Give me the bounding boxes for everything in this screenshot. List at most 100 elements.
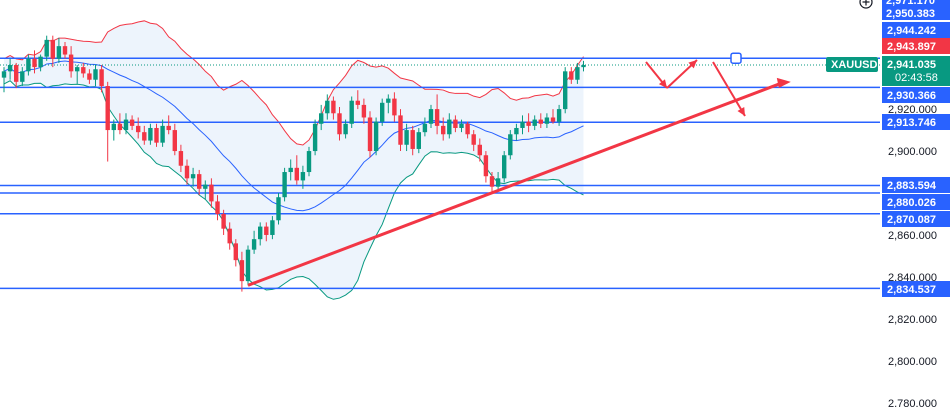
symbol-tag-text: XAUUSD bbox=[831, 59, 878, 71]
band-fill bbox=[4, 20, 584, 300]
candle-body bbox=[514, 127, 519, 135]
price-tag-text: 2,930.366 bbox=[887, 90, 936, 102]
candle-body bbox=[270, 220, 275, 235]
candle-body bbox=[203, 184, 208, 189]
candle-body bbox=[373, 121, 379, 152]
level-tag-partial-text: 2,971.170 bbox=[886, 0, 935, 7]
price-tag bbox=[882, 87, 950, 103]
candle-body bbox=[337, 113, 342, 135]
candle-countdown: 02:43:58 bbox=[895, 72, 938, 84]
band-upper-line bbox=[3, 20, 584, 146]
price-tick-label: 2,800.000 bbox=[888, 356, 937, 368]
candle-body bbox=[123, 119, 129, 131]
candle-body bbox=[7, 65, 13, 72]
price-tag bbox=[882, 194, 950, 210]
candle-body bbox=[233, 243, 238, 261]
candle-body bbox=[563, 71, 568, 110]
candle-body bbox=[62, 46, 68, 55]
candle-body bbox=[508, 134, 513, 156]
candle-body bbox=[410, 130, 415, 149]
candle-body bbox=[392, 98, 397, 116]
candle-body bbox=[434, 109, 440, 126]
symbol-tag[interactable] bbox=[826, 57, 878, 72]
candle-body bbox=[245, 249, 251, 282]
candle-body bbox=[422, 123, 428, 133]
candle-body bbox=[276, 197, 281, 221]
band-middle-line bbox=[3, 60, 584, 212]
handle-square-icon[interactable] bbox=[730, 52, 742, 64]
candle-body bbox=[50, 39, 55, 59]
candle-body bbox=[361, 104, 367, 118]
candle-body bbox=[306, 151, 312, 173]
candle-body bbox=[294, 167, 299, 181]
trend-line[interactable] bbox=[247, 80, 786, 287]
price-tag-text: 2,870.087 bbox=[887, 214, 936, 226]
candle-body bbox=[148, 127, 153, 141]
candle-body bbox=[428, 109, 434, 124]
candle-body bbox=[142, 132, 147, 141]
candle-body bbox=[355, 100, 360, 105]
candle-body bbox=[56, 46, 62, 59]
trend-arrow-head bbox=[776, 77, 791, 88]
candle-body bbox=[502, 155, 507, 179]
candle-body bbox=[398, 115, 403, 145]
candle-body bbox=[75, 67, 80, 72]
candle-body bbox=[288, 167, 293, 173]
price-tag bbox=[882, 281, 950, 297]
price-tag-text: 2,883.594 bbox=[887, 180, 937, 192]
candle-body bbox=[404, 130, 409, 145]
projection-arrow-segment bbox=[712, 61, 746, 117]
candle-body bbox=[532, 119, 537, 126]
candle-body bbox=[495, 178, 501, 187]
candle-body bbox=[575, 67, 580, 80]
candle-body bbox=[489, 176, 495, 187]
candle-body bbox=[556, 109, 562, 122]
projection-arrow-head bbox=[737, 107, 745, 116]
candle-body bbox=[581, 65, 586, 68]
candle-body bbox=[520, 121, 525, 128]
price-tick-label: 2,820.000 bbox=[888, 314, 937, 326]
candle-body bbox=[209, 184, 214, 202]
price-tag-text: 2,943.897 bbox=[887, 41, 936, 53]
candle-body bbox=[26, 58, 31, 72]
candle-body bbox=[544, 117, 550, 124]
candle-body bbox=[117, 123, 123, 131]
candle-body bbox=[331, 100, 336, 114]
price-tag-text: 2,944.242 bbox=[887, 25, 936, 37]
candle-body bbox=[386, 98, 391, 103]
price-tick-label: 2,780.000 bbox=[888, 398, 937, 407]
candle-body bbox=[550, 117, 556, 122]
candle-body bbox=[215, 201, 220, 214]
candle-body bbox=[1, 71, 7, 78]
candle-body bbox=[282, 172, 287, 198]
candle-body bbox=[20, 71, 25, 82]
candle-body bbox=[38, 56, 43, 68]
projection-arrow-head bbox=[658, 79, 667, 88]
candle-body bbox=[459, 123, 464, 128]
price-tag-text: 2,880.026 bbox=[887, 197, 936, 209]
candle-body bbox=[87, 73, 92, 80]
candle-body bbox=[184, 165, 190, 179]
candle-body bbox=[251, 239, 257, 250]
candle-body bbox=[453, 119, 458, 128]
candle-body bbox=[349, 100, 354, 124]
candle-body bbox=[538, 119, 543, 124]
price-tag bbox=[882, 22, 950, 38]
price-tick-label: 2,900.000 bbox=[888, 146, 937, 158]
candle-body bbox=[447, 119, 452, 135]
candle-body bbox=[93, 69, 98, 80]
candle-body bbox=[221, 213, 226, 229]
projection-arrow-head bbox=[688, 60, 697, 69]
candle-body bbox=[190, 174, 196, 179]
candle-body bbox=[380, 102, 385, 122]
candle-body bbox=[239, 260, 245, 282]
price-tag-text: 2,834.537 bbox=[887, 284, 936, 296]
current-price-value: 2,941.035 bbox=[887, 59, 936, 71]
candle-body bbox=[111, 123, 116, 131]
candle-body bbox=[471, 134, 476, 145]
current-price-tag bbox=[882, 56, 950, 86]
candle-body bbox=[129, 119, 135, 126]
candle-body bbox=[154, 127, 159, 143]
